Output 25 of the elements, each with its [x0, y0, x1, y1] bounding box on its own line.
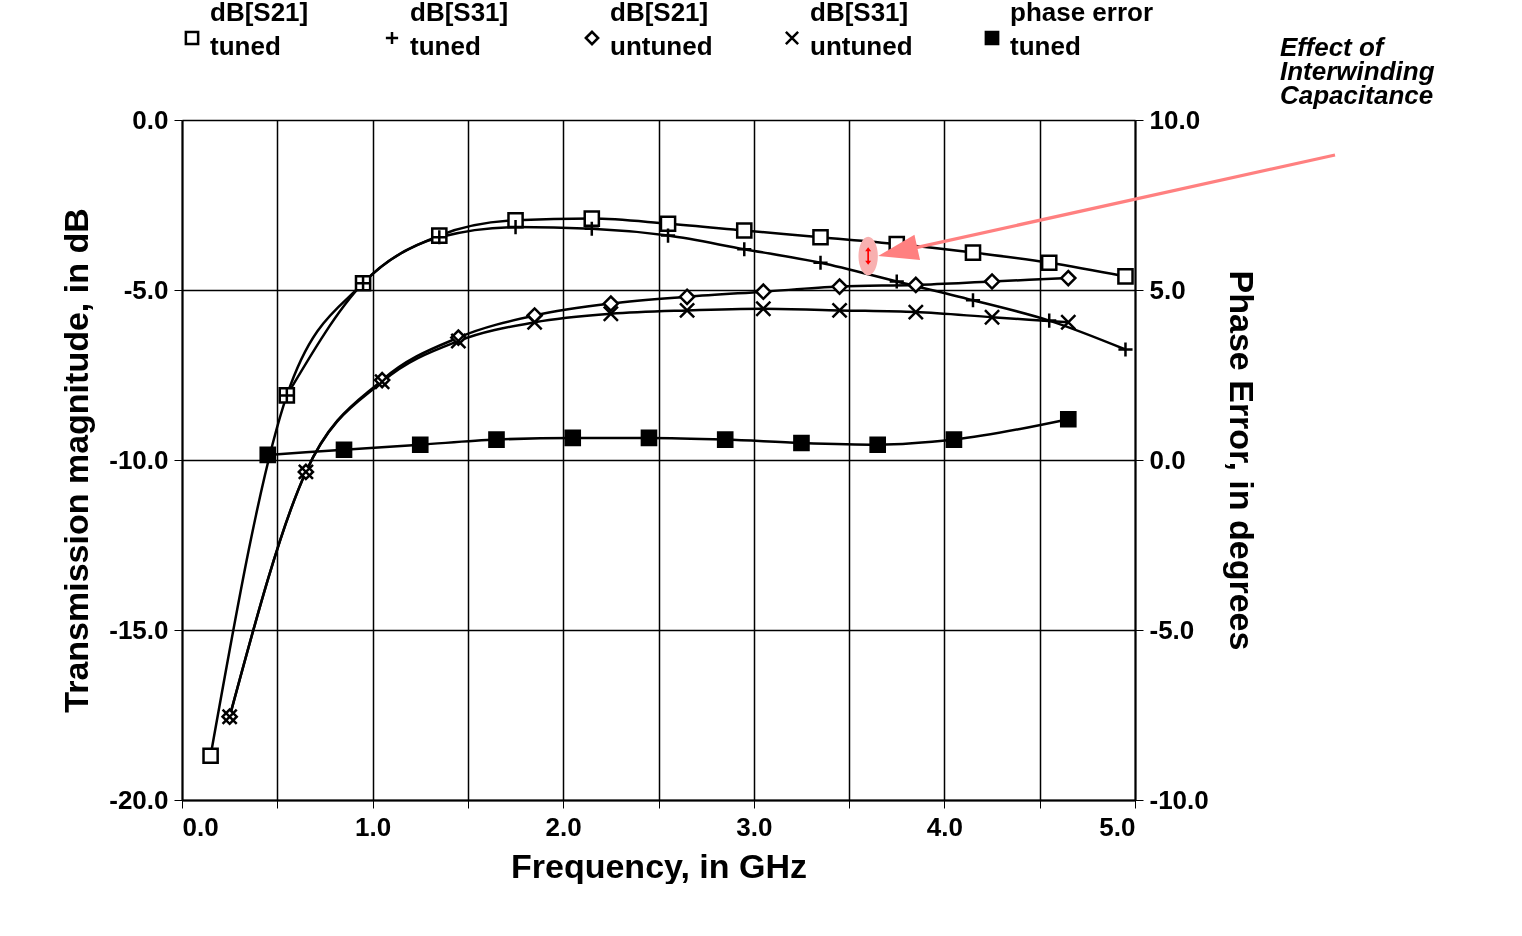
y2-tick-label: 10.0 — [1149, 104, 1201, 135]
legend-label: dB[S31] tuned — [410, 0, 509, 61]
y2-tick-label: 0.0 — [1149, 444, 1186, 475]
text: Effect of Interwinding Capacitance — [1280, 32, 1435, 110]
x-tick-label: 3.0 — [736, 811, 773, 842]
y-tick-label: -5.0 — [123, 274, 169, 305]
x-axis-title: Frequency, in GHz — [511, 846, 807, 885]
y-tick-label: -20.0 — [109, 784, 169, 815]
legend-label: phase error tuned — [1010, 0, 1154, 61]
y2-tick-label: -10.0 — [1149, 784, 1209, 815]
y-axis-title: Transmission magnitude, in dB — [57, 208, 96, 713]
legend-label: dB[S21] tuned — [210, 0, 309, 61]
x-tick-label: 0.0 — [182, 811, 219, 842]
x-tick-label: 2.0 — [545, 811, 582, 842]
y-tick-label: 0.0 — [132, 104, 169, 135]
y2-tick-label: -5.0 — [1149, 614, 1195, 645]
legend-label: dB[S21] untuned — [610, 0, 713, 61]
y-tick-label: -10.0 — [109, 444, 169, 475]
legend-label: dB[S31] untuned — [810, 0, 913, 61]
x-tick-label: 1.0 — [355, 811, 392, 842]
x-tick-label: 5.0 — [1099, 811, 1136, 842]
y-tick-label: -15.0 — [109, 614, 169, 645]
y2-axis-title: Phase Error, in degrees — [1222, 270, 1261, 651]
y2-tick-label: 5.0 — [1149, 274, 1186, 305]
x-tick-label: 4.0 — [926, 811, 963, 842]
